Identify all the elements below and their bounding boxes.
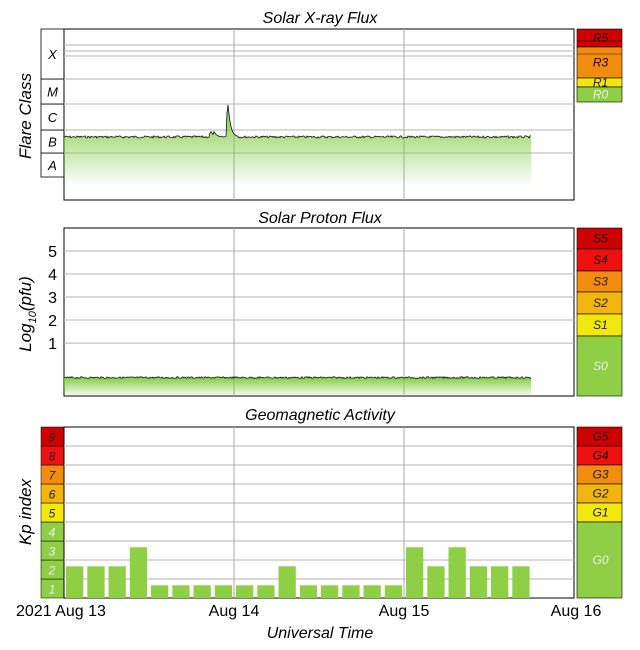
proton-flux-line xyxy=(63,375,532,380)
proton-scale: S5 S4 S3 S2 S1 S0 xyxy=(576,227,623,397)
kp-panel: Geomagnetic Activity Kp index 123456789 … xyxy=(16,407,623,599)
kp-scale-label: 6 xyxy=(49,488,56,502)
proton-plot-area xyxy=(63,227,575,397)
kp-scale-label: 4 xyxy=(49,526,56,540)
kp-ylabel: Kp index xyxy=(16,478,35,545)
kp-bar xyxy=(299,585,318,598)
flare-class-label: A xyxy=(47,158,57,173)
proton-scale-label: S4 xyxy=(593,253,608,267)
kp-bar xyxy=(512,566,530,598)
xray-scale-cell xyxy=(576,46,623,79)
proton-scale-label: S0 xyxy=(593,359,608,373)
proton-title: Solar Proton Flux xyxy=(258,210,383,227)
proton-scale-cell xyxy=(576,335,623,397)
proton-scale-label: S2 xyxy=(593,296,608,310)
proton-ytick: 2 xyxy=(48,313,57,330)
proton-ytick: 1 xyxy=(48,336,57,353)
kp-scale-label: 1 xyxy=(49,583,56,597)
kp-bar xyxy=(172,585,190,598)
kp-bar xyxy=(278,566,296,598)
proton-ytick: 3 xyxy=(48,290,57,307)
x-axis: 2021 Aug 13 Aug 14 Aug 15 Aug 16 xyxy=(16,603,601,620)
proton-grid xyxy=(64,228,574,396)
flare-class-label: C xyxy=(48,110,58,125)
kp-scale-label: 5 xyxy=(49,507,56,521)
kp-title: Geomagnetic Activity xyxy=(245,407,396,424)
xray-scale-label: R3 xyxy=(593,56,609,70)
xray-flux-line xyxy=(63,104,531,139)
kp-bar xyxy=(321,585,339,598)
kp-index-scale: 1 2 3 4 5 6 7 8 9 xyxy=(40,426,65,599)
kp-bar xyxy=(214,585,233,598)
kp-bar xyxy=(66,566,84,598)
kp-scale-label: 2 xyxy=(48,564,56,578)
kp-bars xyxy=(66,547,530,598)
kp-scale-label: G2 xyxy=(592,487,608,501)
kp-scale-label: 3 xyxy=(49,545,56,559)
flare-class-label: X xyxy=(47,47,58,62)
kp-scale-label: G1 xyxy=(592,506,608,520)
kp-scale-label: 8 xyxy=(49,450,56,464)
kp-bar xyxy=(491,566,509,598)
proton-flux-fill xyxy=(64,376,532,396)
flare-class-label: M xyxy=(47,85,58,100)
kp-scale-label: G5 xyxy=(592,430,608,444)
proton-scale-label: S5 xyxy=(593,232,608,246)
kp-bar xyxy=(257,585,275,598)
kp-bar xyxy=(342,585,360,598)
kp-scale-label: 7 xyxy=(49,469,57,483)
x-tick-label: Aug 16 xyxy=(551,603,602,620)
x-tick-label: Aug 14 xyxy=(209,603,260,620)
kp-bar xyxy=(384,585,403,598)
kp-scale-label: G4 xyxy=(592,449,608,463)
kp-bar xyxy=(87,566,105,598)
kp-scale-label: G0 xyxy=(592,553,608,567)
flare-class-label: B xyxy=(48,135,57,150)
kp-scale-label: 9 xyxy=(49,431,56,445)
kp-plot-area xyxy=(63,426,575,599)
kp-bar xyxy=(427,566,445,598)
x-axis-title: Universal Time xyxy=(267,625,374,642)
xray-scale-cell xyxy=(576,86,623,103)
xray-scale-label: R5 xyxy=(593,31,609,45)
kp-bar xyxy=(236,585,254,598)
proton-ylabel: Log10(pfu) xyxy=(16,276,39,352)
xray-ylabel: Flare Class xyxy=(16,73,35,159)
xray-scale-label: R1 xyxy=(593,76,608,90)
kp-bar xyxy=(151,585,169,598)
kp-bar xyxy=(129,547,148,598)
kp-bar xyxy=(469,566,488,598)
x-tick-label: Aug 15 xyxy=(379,603,430,620)
kp-scale-cell xyxy=(576,521,623,599)
kp-bar xyxy=(406,547,424,598)
kp-bar xyxy=(108,566,126,598)
kp-bar xyxy=(448,547,466,598)
proton-scale-label: S3 xyxy=(593,275,608,289)
proton-ytick: 5 xyxy=(48,244,57,261)
xray-title: Solar X-ray Flux xyxy=(263,10,379,27)
xray-flux-fill xyxy=(64,104,532,183)
proton-ytick: 4 xyxy=(48,267,57,284)
kp-scale: G5 G4 G3 G2 G1 G0 xyxy=(576,426,623,599)
kp-bar xyxy=(363,585,381,598)
x-tick-label: 2021 Aug 13 xyxy=(16,603,106,620)
xray-scale-label: R0 xyxy=(593,88,609,102)
kp-bar xyxy=(193,585,211,598)
kp-grid xyxy=(64,427,574,598)
kp-scale-label: G3 xyxy=(592,468,608,482)
proton-scale-label: S1 xyxy=(593,318,608,332)
proton-yticks: 1 2 3 4 5 xyxy=(48,244,57,353)
